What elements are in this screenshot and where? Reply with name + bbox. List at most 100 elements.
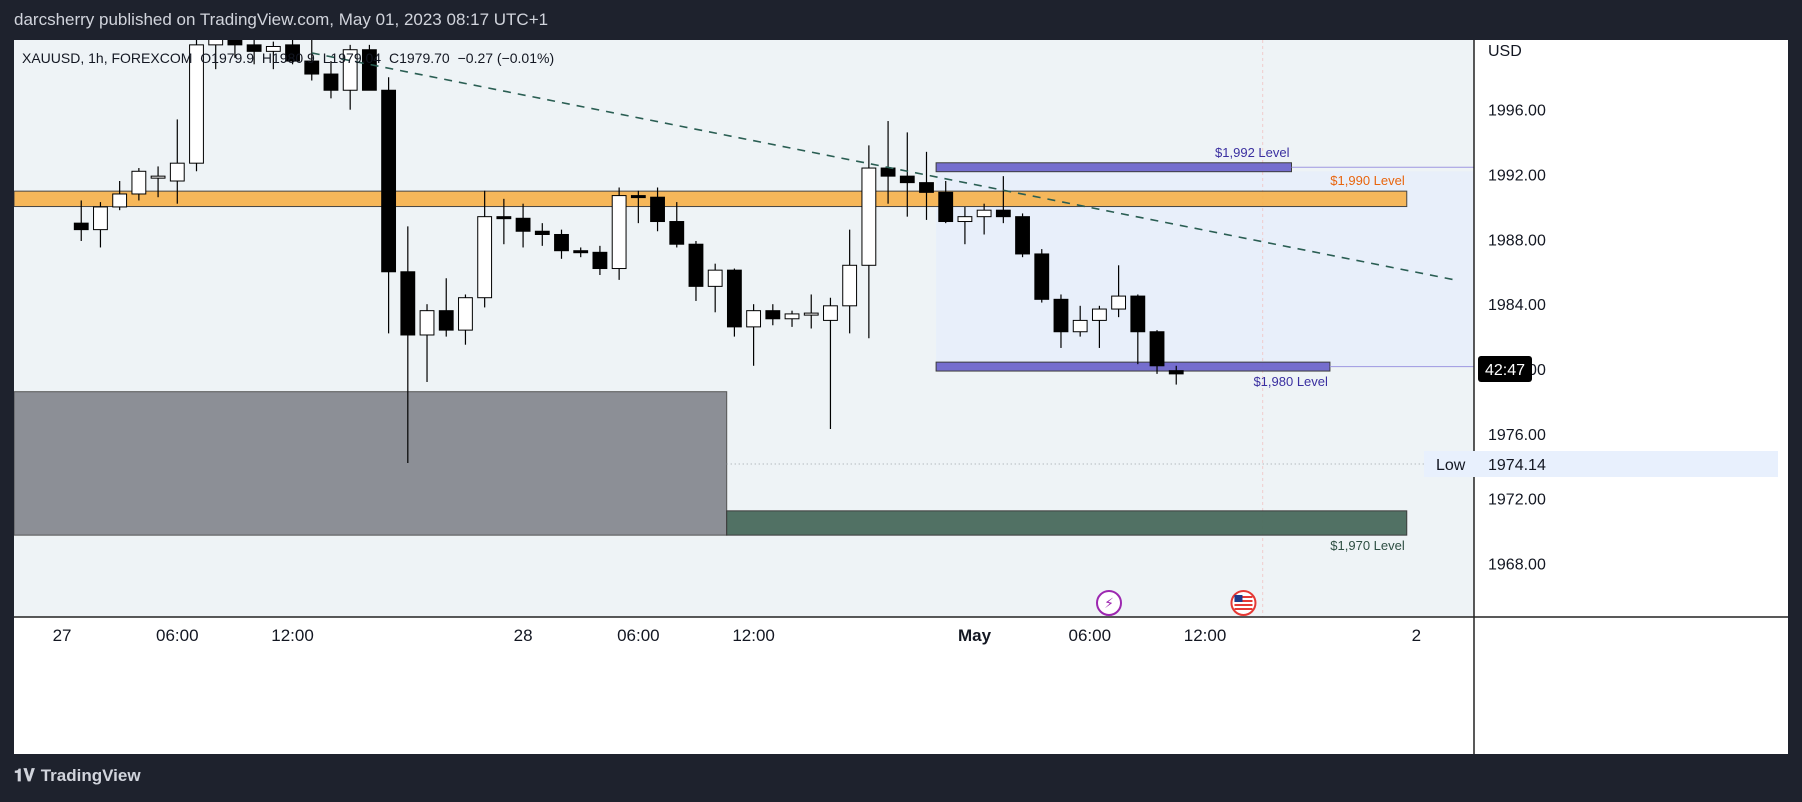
us-flag-stripe <box>1234 604 1253 606</box>
header-bar: darcsherry published on TradingView.com,… <box>0 0 1802 40</box>
symbol-legend: XAUUSD, 1h, FOREXCOM O1979.9 H1980.9 L19… <box>22 50 558 66</box>
price-chart[interactable]: $1,992 Level $1,990 Level $1,980 Level $1,9… <box>14 40 1788 754</box>
candle-body[interactable] <box>765 310 781 320</box>
candle-body[interactable] <box>919 182 934 193</box>
candle-body[interactable] <box>150 175 166 179</box>
candle-body[interactable] <box>899 175 915 184</box>
countdown-text: 42:47 <box>1485 362 1525 379</box>
published-by-text: darcsherry published on TradingView.com,… <box>14 10 549 29</box>
candle-body[interactable] <box>246 44 262 52</box>
legend-high: H1980.9 <box>261 50 315 66</box>
tradingview-logo[interactable]: 𝟏𝐕 TradingView <box>14 766 141 786</box>
candle-body[interactable] <box>957 216 973 223</box>
x-tick-label: 06:00 <box>617 626 660 645</box>
x-tick-label: May <box>958 626 992 645</box>
candle-body[interactable] <box>1091 308 1107 321</box>
candle-body[interactable] <box>554 233 569 252</box>
candle-body[interactable] <box>938 191 954 223</box>
candle-body[interactable] <box>419 310 435 336</box>
candle-body[interactable] <box>976 209 992 218</box>
low-tag-label: Low <box>1436 457 1466 474</box>
candle-body[interactable] <box>823 305 838 321</box>
footer-bar: 𝟏𝐕 TradingView <box>0 754 1802 802</box>
us-flag-canton <box>1234 595 1243 602</box>
candle-body[interactable] <box>534 230 550 235</box>
candle-body[interactable] <box>1111 295 1127 310</box>
candle-body[interactable] <box>361 49 377 91</box>
candle-body[interactable] <box>688 243 704 287</box>
candle-body[interactable] <box>650 196 665 223</box>
candle-body[interactable] <box>707 269 723 287</box>
candle-body[interactable] <box>1072 319 1088 333</box>
candle-body[interactable] <box>669 221 685 245</box>
y-tick-label: 1996.00 <box>1488 103 1546 120</box>
x-tick-label: 12:00 <box>271 626 314 645</box>
candle-body[interactable] <box>784 313 800 320</box>
x-tick-label: 12:00 <box>1184 626 1227 645</box>
y-tick-label: 1968.00 <box>1488 557 1546 574</box>
candle-body[interactable] <box>496 216 512 220</box>
candle-body[interactable] <box>1130 295 1146 333</box>
candle-body[interactable] <box>630 195 646 199</box>
candle-body[interactable] <box>438 310 454 331</box>
candle-body[interactable] <box>323 73 339 91</box>
candle-body[interactable] <box>803 312 819 316</box>
candle-body[interactable] <box>208 40 224 46</box>
legend-symbol[interactable]: XAUUSD, 1h, FOREXCOM <box>22 50 193 66</box>
earnings-event-glyph: ⚡ <box>1104 596 1114 612</box>
x-tick-label: 06:00 <box>1069 626 1112 645</box>
candle-body[interactable] <box>285 44 300 62</box>
candle-body[interactable] <box>227 40 243 46</box>
candle-body[interactable] <box>1168 370 1184 375</box>
candle-body[interactable] <box>400 271 416 336</box>
candle-body[interactable] <box>304 60 320 75</box>
candle-body[interactable] <box>112 193 128 208</box>
countdown-badge <box>1478 356 1532 383</box>
us-flag-stripe <box>1234 608 1253 610</box>
candle-body[interactable] <box>1034 253 1050 300</box>
price-axis-area <box>1474 40 1788 617</box>
earnings-event-icon <box>1096 590 1122 616</box>
candle-body[interactable] <box>515 217 531 232</box>
x-tick-label: 2 <box>1412 626 1421 645</box>
low-tag-background <box>1424 450 1778 477</box>
candle-body[interactable] <box>726 269 742 328</box>
candle-body[interactable] <box>458 297 473 331</box>
us-flag-stripe <box>1234 600 1253 602</box>
candle-body[interactable] <box>573 250 589 254</box>
candle-body[interactable] <box>189 44 204 164</box>
candle-body[interactable] <box>746 310 762 328</box>
low-tag-value: 1974.14 <box>1488 457 1546 474</box>
us-economic-event-icon <box>1230 590 1257 616</box>
candle-body[interactable] <box>995 209 1011 218</box>
y-tick-label: 1984.00 <box>1488 297 1546 314</box>
y-tick-label: 1972.00 <box>1488 492 1546 509</box>
y-tick-label: 1988.00 <box>1488 232 1546 249</box>
y-tick-label: 1976.00 <box>1488 427 1546 444</box>
x-tick-label: 28 <box>514 626 533 645</box>
candle-body[interactable] <box>1015 216 1030 255</box>
candle-body[interactable] <box>1053 298 1069 333</box>
candle-body[interactable] <box>477 216 493 299</box>
candle-body[interactable] <box>611 195 627 270</box>
x-tick-label: 27 <box>53 626 72 645</box>
candle-body[interactable] <box>169 162 185 182</box>
level-zone-1980-label: $1,980 Level <box>1253 374 1328 389</box>
legend-open: O1979.9 <box>200 50 254 66</box>
candle-body[interactable] <box>842 264 858 307</box>
us-flag-stripe <box>1234 596 1253 598</box>
x-tick-label: 12:00 <box>732 626 775 645</box>
candle-body[interactable] <box>861 167 877 266</box>
candle-body[interactable] <box>131 170 147 195</box>
chart-frame[interactable]: $1,992 Level $1,990 Level $1,980 Level $1,9… <box>14 40 1788 754</box>
candle-body[interactable] <box>73 222 89 231</box>
candle-body[interactable] <box>592 251 608 270</box>
candle-body[interactable] <box>381 89 397 273</box>
candle-body[interactable] <box>93 206 108 231</box>
tradingview-logo-icon: 𝟏𝐕 <box>14 766 35 786</box>
level-zone-1970-label: $1,970 Level <box>1330 538 1405 553</box>
candle-body[interactable] <box>1149 331 1165 367</box>
level-zone-1990-label: $1,990 Level <box>1330 173 1405 188</box>
candle-body[interactable] <box>265 45 281 52</box>
candle-body[interactable] <box>880 167 896 177</box>
